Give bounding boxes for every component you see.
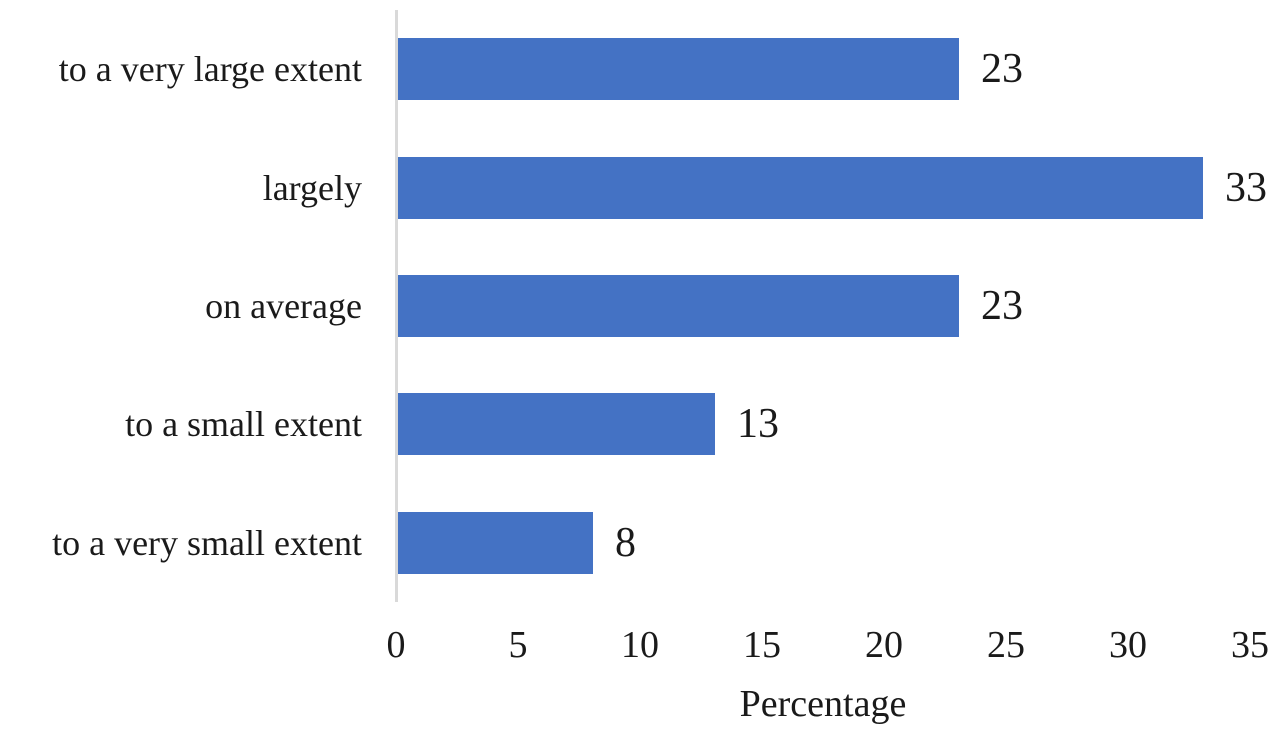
x-tick-label: 5	[508, 624, 528, 666]
x-tick-label: 15	[743, 624, 781, 666]
x-tick-label: 10	[621, 624, 659, 666]
x-tick-label: 35	[1231, 624, 1269, 666]
category-label: to a very small extent	[52, 522, 362, 563]
data-label: 33	[1225, 164, 1267, 211]
y-axis-line	[395, 10, 398, 602]
data-label: 13	[737, 401, 779, 448]
x-tick-label: 20	[865, 624, 903, 666]
bar	[398, 511, 593, 574]
data-label: 8	[615, 519, 636, 566]
category-label: to a very large extent	[58, 49, 362, 90]
bar	[398, 393, 715, 456]
data-label: 23	[981, 283, 1023, 329]
x-tick-label: 0	[386, 624, 406, 666]
bar	[398, 156, 1203, 219]
data-label: 23	[981, 46, 1023, 93]
x-tick-label: 30	[1109, 624, 1147, 666]
bar	[398, 275, 959, 337]
category-label: on average	[205, 286, 362, 326]
x-tick-label: 25	[987, 624, 1025, 666]
category-label: to a small extent	[125, 404, 362, 445]
bar	[398, 38, 959, 101]
category-label: largely	[262, 167, 362, 208]
x-axis-title: Percentage	[739, 683, 907, 725]
